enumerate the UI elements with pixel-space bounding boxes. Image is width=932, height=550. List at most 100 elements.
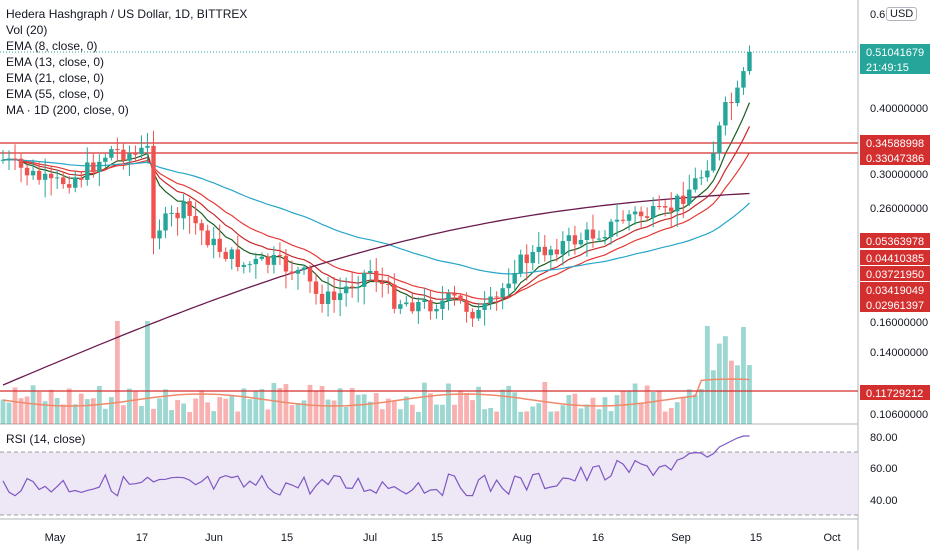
time-tick-label: 15 — [750, 532, 762, 544]
candle-body — [277, 254, 283, 256]
candle-body — [392, 284, 397, 309]
price-label-box — [860, 44, 930, 74]
volume-bar — [620, 390, 626, 424]
volume-bar — [542, 382, 548, 424]
volume-bar — [24, 396, 30, 424]
price-tick-label: 0.40000000 — [870, 103, 928, 115]
candle-body — [476, 310, 481, 319]
candle-body — [325, 291, 331, 304]
candle-body — [36, 170, 42, 180]
volume-bar — [379, 409, 385, 424]
candle-body — [54, 177, 60, 179]
price-label-box — [860, 266, 930, 281]
candle-body — [464, 300, 469, 312]
candle-body — [187, 201, 192, 216]
volume-bar — [536, 403, 542, 424]
volume-bar — [686, 389, 692, 424]
volume-bar — [464, 392, 469, 424]
volume-bar — [494, 411, 500, 424]
volume-bar — [90, 398, 96, 424]
candle-body — [705, 170, 710, 178]
volume-bar — [434, 404, 439, 424]
volume-bar — [193, 398, 199, 424]
candle-body — [626, 214, 632, 221]
price-label-time: 21:49:15 — [866, 62, 909, 74]
time-tick-label: 15 — [281, 532, 293, 544]
candle-body — [271, 254, 277, 265]
moving-average-lines — [2, 102, 751, 407]
time-tick-label: Jun — [205, 532, 223, 544]
volume-bar — [614, 395, 620, 424]
time-tick-label: Oct — [823, 532, 840, 544]
rsi-band — [0, 451, 858, 516]
chart-legend: Hedera Hashgraph / US Dollar, 1D, BITTRE… — [6, 6, 247, 118]
legend-ema13: EMA (13, close, 0) — [6, 55, 105, 69]
volume-bar — [512, 392, 518, 424]
volume-bar — [151, 408, 156, 424]
volume-bar — [385, 398, 391, 424]
candle-body — [48, 173, 54, 179]
candle-body — [265, 256, 271, 265]
candle-body — [163, 213, 168, 231]
volume-bar — [391, 400, 397, 424]
volume-bar — [458, 390, 463, 424]
price-tick-label: 0.14000000 — [870, 347, 928, 359]
volume-bar — [36, 391, 42, 424]
volume-bar — [265, 409, 271, 424]
volume-bar — [440, 404, 445, 424]
candle-body — [428, 300, 433, 312]
candle-body — [337, 293, 343, 300]
currency-badge[interactable]: USD — [886, 7, 918, 21]
candle-body — [30, 170, 36, 176]
candle-body — [614, 219, 620, 222]
candle-body — [199, 223, 204, 231]
volume-bar — [60, 404, 66, 424]
ma200-line — [2, 192, 750, 386]
price-label: 0.11729212 — [866, 388, 923, 400]
volume-bar — [656, 390, 662, 424]
price-label: 0.33047386 — [866, 153, 924, 165]
price-label-box — [860, 150, 930, 165]
candle-body — [747, 52, 752, 72]
candle-body — [608, 221, 614, 237]
candle-body — [151, 145, 156, 239]
candle-body — [349, 286, 355, 288]
candle-body — [669, 207, 674, 212]
candle-body — [109, 149, 114, 158]
candle-body — [85, 162, 90, 180]
volume-bar — [560, 405, 566, 424]
candle-body — [241, 264, 246, 267]
volume-bar — [133, 391, 138, 424]
candle-body — [73, 177, 78, 188]
volume-bar — [626, 391, 632, 424]
candle-body — [440, 300, 445, 309]
candle-body — [578, 239, 584, 245]
candle-body — [512, 273, 517, 284]
candle-body — [723, 102, 728, 126]
price-label: 0.05363978 — [866, 236, 924, 248]
volume-bar — [18, 398, 24, 424]
volume-bar — [355, 394, 361, 424]
volume-bar — [650, 392, 656, 424]
volume-bar — [121, 405, 126, 424]
candle-body — [139, 147, 144, 155]
candle-body — [18, 158, 24, 168]
volume-bar — [343, 406, 349, 424]
volume-bar — [175, 400, 180, 424]
candle-body — [548, 249, 554, 256]
candle-body — [121, 149, 126, 161]
legend-ema55: EMA (55, close, 0) — [6, 87, 105, 101]
candle-body — [91, 162, 96, 172]
candle-body — [566, 235, 572, 242]
candle-body — [362, 272, 367, 287]
time-tick-label: Jul — [363, 532, 377, 544]
candle-body — [283, 255, 289, 272]
volume-bar — [247, 399, 253, 424]
rsi-polyline — [2, 435, 750, 497]
candle-body — [687, 189, 692, 204]
volume-bar — [253, 390, 259, 424]
volume-bar — [638, 402, 644, 424]
volume-bar — [608, 411, 614, 424]
legend-ma200: MA · 1D (200, close, 0) — [6, 103, 129, 117]
